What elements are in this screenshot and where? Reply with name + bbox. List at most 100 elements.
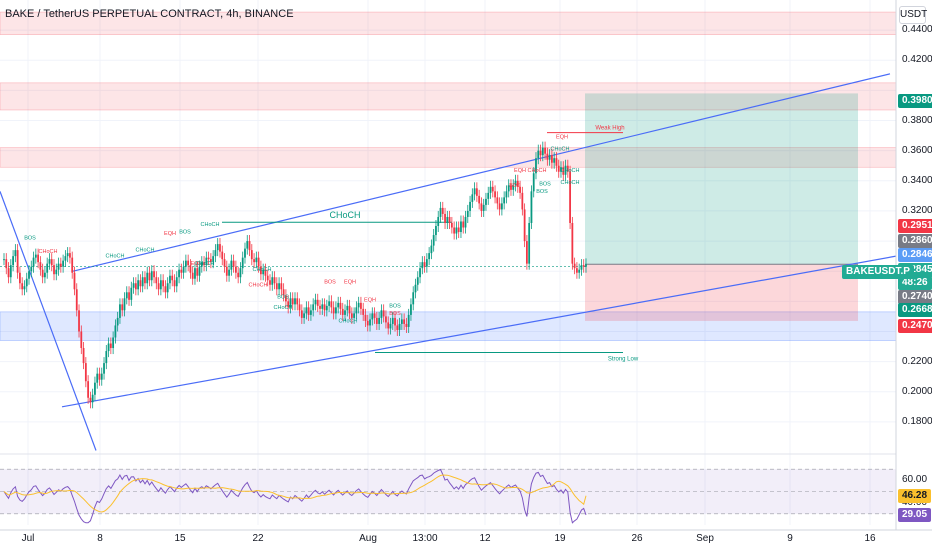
candle-body: [423, 262, 426, 267]
candle-body: [19, 272, 21, 284]
candle-body: [373, 313, 376, 318]
candle-body: [12, 256, 14, 266]
candle: [200, 256, 203, 273]
candle: [134, 277, 137, 296]
candle: [80, 325, 83, 355]
candle-body: [273, 277, 276, 284]
candle-body: [246, 241, 249, 249]
candle: [148, 266, 151, 287]
candle: [582, 259, 585, 273]
candle-body: [335, 307, 337, 314]
candle: [448, 210, 451, 230]
candle-body: [398, 323, 401, 330]
candle: [180, 263, 183, 279]
candle-body: [421, 262, 424, 269]
candle: [412, 286, 415, 311]
candles[interactable]: [3, 141, 587, 409]
time-tick: 16: [864, 533, 876, 544]
candle: [114, 319, 117, 344]
candle-body: [223, 259, 226, 267]
trend-channel[interactable]: [0, 73, 897, 451]
price-label: 0.2860: [898, 234, 932, 248]
candle: [16, 244, 19, 279]
candle-body: [9, 265, 12, 278]
candle-body: [50, 259, 53, 266]
time-tick: Jul: [21, 533, 35, 544]
candle-body: [25, 278, 28, 287]
candle: [205, 251, 208, 272]
candle-body: [153, 271, 155, 278]
long-position-tool[interactable]: [585, 93, 858, 321]
candle-body: [521, 192, 524, 210]
price-label: 0.2470: [898, 319, 932, 333]
candle-body: [525, 241, 528, 264]
candle: [9, 259, 12, 284]
candle-body: [294, 298, 296, 305]
candle-body: [314, 299, 317, 305]
candle: [330, 295, 333, 314]
candle-body: [159, 280, 162, 290]
candle-body: [107, 343, 110, 352]
candle: [403, 313, 406, 330]
candle: [562, 161, 565, 181]
candle: [37, 248, 40, 269]
candle: [87, 375, 90, 404]
smc-structure-lines: [0, 132, 623, 354]
candle: [410, 298, 412, 321]
candle-body: [510, 185, 512, 190]
candle: [341, 302, 344, 321]
candle: [57, 257, 60, 276]
candle-body: [475, 188, 478, 196]
candle-body: [396, 325, 399, 330]
time-tick: 26: [631, 533, 643, 544]
candle: [369, 313, 371, 332]
candle-body: [178, 269, 180, 278]
candle-body: [53, 265, 55, 275]
price-label: 48:26: [898, 276, 932, 290]
candle-body: [132, 283, 135, 288]
candle: [519, 180, 521, 199]
candle: [214, 244, 217, 263]
candle: [41, 263, 44, 284]
candle: [55, 263, 58, 281]
candle: [316, 293, 319, 312]
smc-label: CHoCH: [106, 254, 125, 260]
candle-body: [119, 304, 121, 318]
candle-body: [360, 302, 362, 309]
candle: [314, 293, 317, 311]
candle: [262, 263, 265, 281]
candle-body: [485, 198, 487, 205]
candle-body: [553, 158, 556, 163]
candle-body: [221, 251, 224, 260]
candle-body: [562, 167, 565, 175]
currency-selector[interactable]: USDT: [899, 6, 927, 24]
candle-body: [450, 222, 453, 228]
candle-body: [512, 185, 515, 190]
candle-body: [94, 382, 96, 395]
candle-body: [237, 272, 240, 278]
candle: [432, 229, 435, 252]
candle-body: [3, 259, 5, 261]
price-label: 0.2740: [898, 290, 932, 304]
candle-body: [112, 337, 115, 349]
candle-body: [585, 264, 587, 267]
candle-body: [214, 250, 217, 257]
rsi-value-label: 29.05: [898, 507, 932, 522]
candle-body: [305, 307, 308, 314]
candle-body: [425, 259, 428, 267]
supply-zone: [0, 82, 897, 111]
candle-body: [89, 397, 92, 403]
candle-body: [155, 277, 158, 284]
candle-body: [244, 248, 246, 258]
candle: [178, 263, 180, 284]
candle-body: [410, 304, 412, 315]
candle-body: [62, 260, 65, 267]
smc-label: CHoCH: [339, 318, 358, 324]
rsi-panel[interactable]: [0, 453, 896, 524]
candle-body: [23, 286, 26, 290]
candle-body: [5, 259, 8, 269]
candle-body: [287, 301, 290, 308]
candle-body: [116, 317, 119, 326]
